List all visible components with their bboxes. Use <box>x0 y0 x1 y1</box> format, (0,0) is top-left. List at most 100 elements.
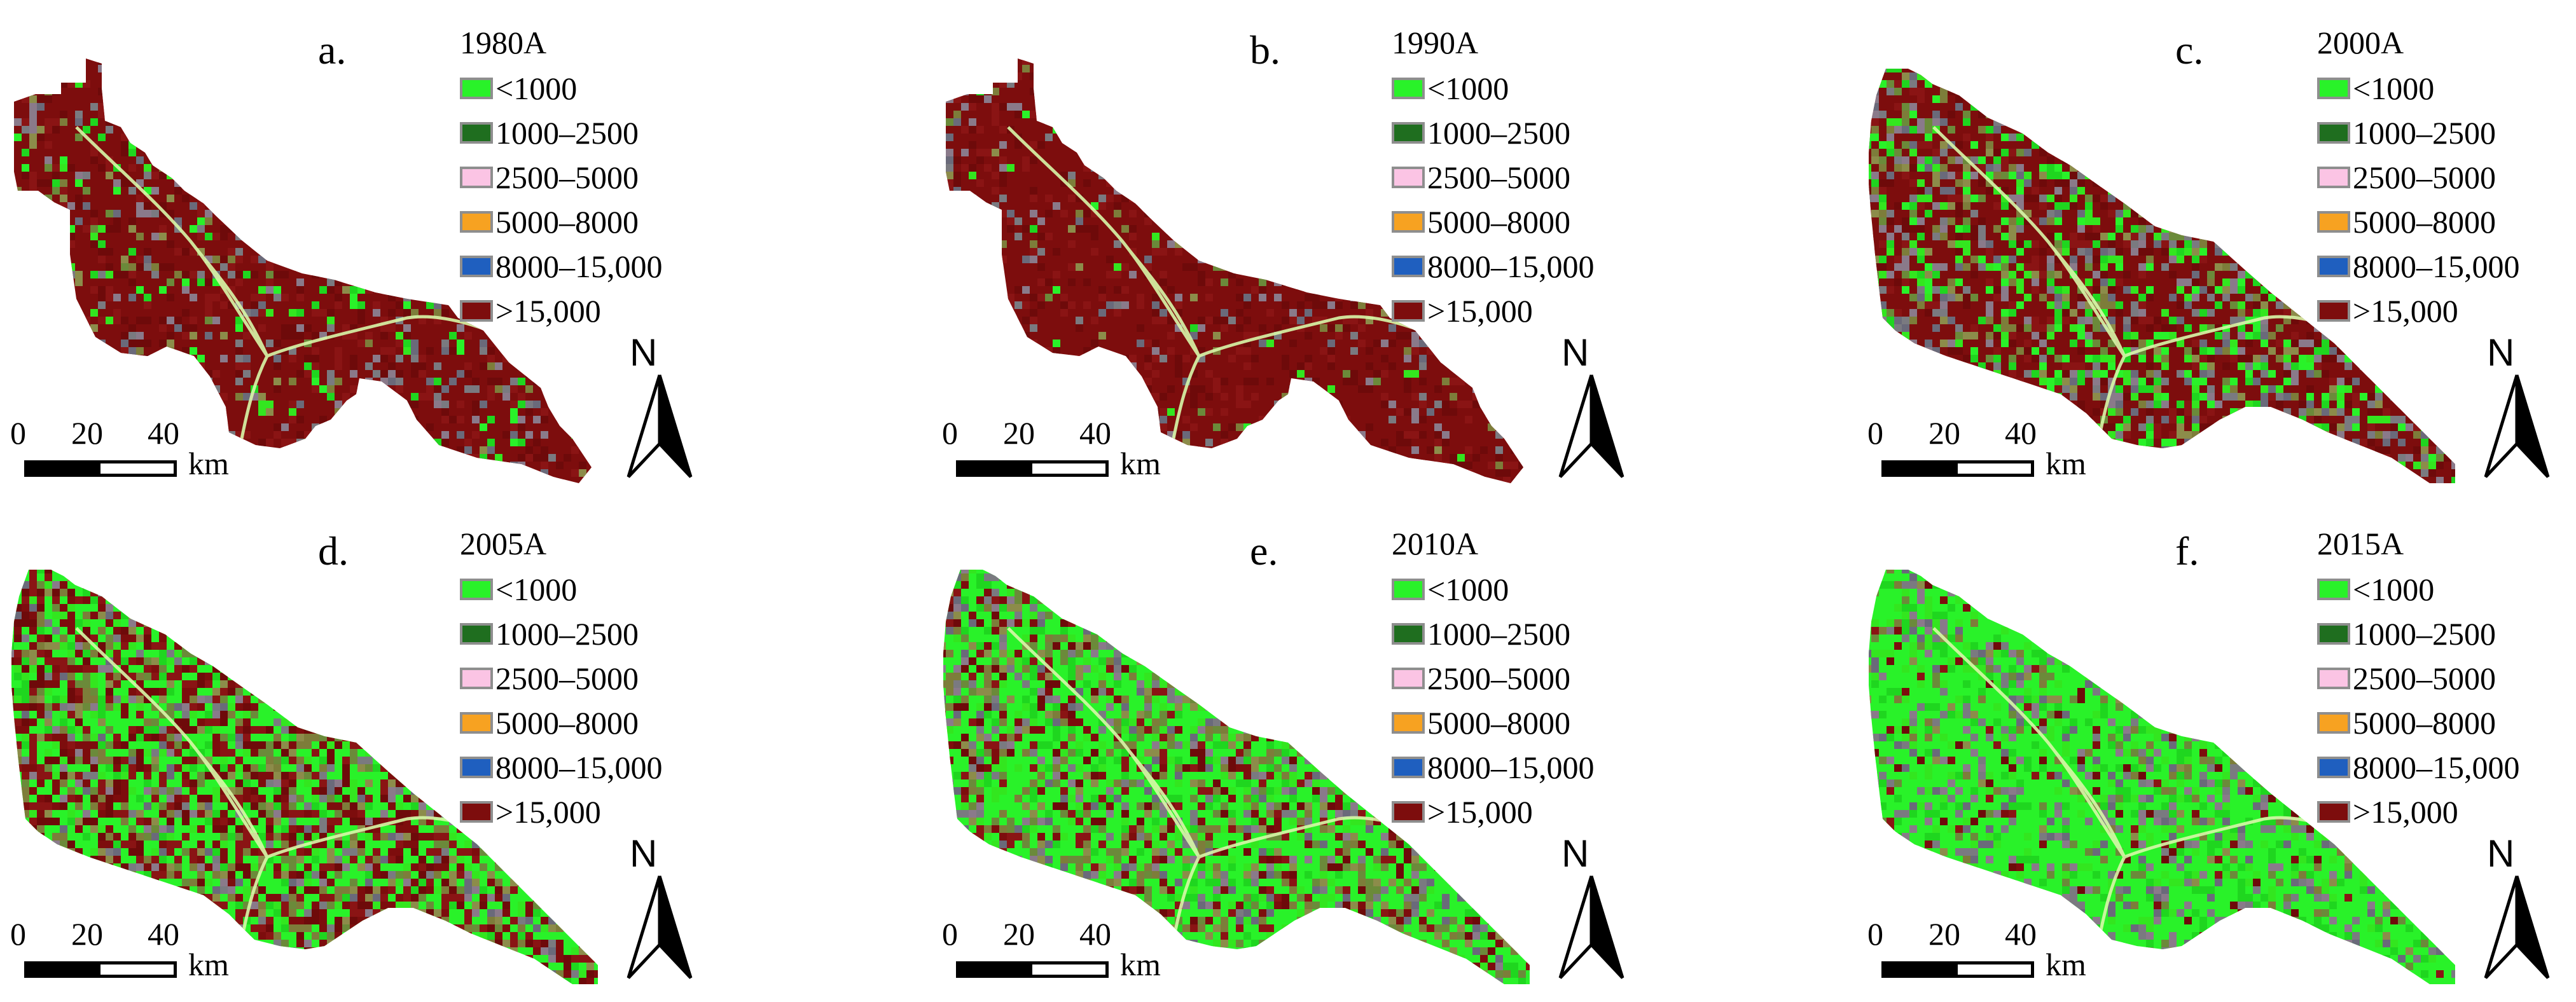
legend-title: 1980A <box>460 25 547 60</box>
region-map <box>1869 69 2455 483</box>
scale-unit: km <box>2046 446 2086 481</box>
legend-label: 1000–2500 <box>495 115 639 151</box>
legend-label: 2500–5000 <box>2353 661 2496 696</box>
legend-item: <1000 <box>1392 567 1595 612</box>
map-panel-b: b. 1990A <1000 1000–2500 2500–5000 5000–800… <box>932 0 1790 501</box>
scale-tick-20: 20 <box>71 415 103 451</box>
scale-tick-20: 20 <box>1003 415 1035 451</box>
legend-swatch <box>1392 801 1425 823</box>
legend-swatch <box>2317 757 2350 778</box>
legend-item: 5000–8000 <box>460 701 663 745</box>
legend-swatch <box>460 78 493 99</box>
river-network <box>75 126 548 439</box>
legend-label: 2500–5000 <box>1427 160 1570 195</box>
legend-label: 5000–8000 <box>2353 705 2496 741</box>
scale-labels: 0 20 40 <box>942 916 1133 954</box>
legend-swatch <box>1392 211 1425 233</box>
legend-label: <1000 <box>2353 572 2435 607</box>
legend-swatch <box>2317 167 2350 188</box>
legend-item: >15,000 <box>1392 289 1595 333</box>
panel-letter: c. <box>2175 27 2204 72</box>
legend-item: <1000 <box>1392 66 1595 111</box>
legend-label: >15,000 <box>495 293 601 329</box>
scale-labels: 0 20 40 <box>10 415 201 453</box>
legend-label: 2500–5000 <box>495 661 639 696</box>
legend-swatch <box>460 122 493 144</box>
legend-swatch <box>460 801 493 823</box>
scale-labels: 0 20 40 <box>10 916 201 954</box>
legend-item: 2500–5000 <box>2317 656 2520 701</box>
scale-labels: 0 20 40 <box>1867 415 2058 453</box>
panel-letter: b. <box>1250 27 1280 72</box>
scale-tick-20: 20 <box>1929 415 1960 451</box>
map-panel-a: a. 1980A <1000 1000–2500 2500–5000 5000–800… <box>0 0 859 501</box>
north-label: N <box>2487 832 2515 875</box>
legend-swatch <box>2317 668 2350 689</box>
scale-tick-0: 0 <box>1867 916 1883 952</box>
legend-swatch <box>2317 78 2350 99</box>
map-panel-f: f. 2015A <1000 1000–2500 2500–5000 5000–800… <box>1857 501 2576 1002</box>
north-label: N <box>630 331 658 374</box>
map-panel-d: d. 2005A <1000 1000–2500 2500–5000 5000–800… <box>0 501 859 1002</box>
scale-unit: km <box>1120 947 1161 982</box>
legend-swatch <box>460 300 493 322</box>
legend-item: 8000–15,000 <box>1392 745 1595 790</box>
legend: <1000 1000–2500 2500–5000 5000–8000 8000–15,… <box>460 567 663 834</box>
map-panel-c: c. 2000A <1000 1000–2500 2500–5000 5000–800… <box>1857 0 2576 501</box>
legend-item: 1000–2500 <box>460 111 663 155</box>
region-map <box>1869 570 2455 984</box>
scale-unit: km <box>188 947 229 982</box>
legend-label: >15,000 <box>495 794 601 830</box>
legend-item: 1000–2500 <box>2317 612 2520 656</box>
scale-bar <box>24 961 177 978</box>
legend: <1000 1000–2500 2500–5000 5000–8000 8000–15,… <box>460 66 663 333</box>
north-arrow-icon <box>1558 875 1624 979</box>
legend-label: 8000–15,000 <box>1427 750 1595 785</box>
legend-item: 8000–15,000 <box>460 745 663 790</box>
legend-swatch <box>460 579 493 600</box>
north-arrow-icon <box>627 374 693 478</box>
legend-item: >15,000 <box>460 289 663 333</box>
legend-label: <1000 <box>1427 572 1509 607</box>
scale-bar <box>1881 961 2034 978</box>
legend-swatch <box>1392 623 1425 645</box>
legend-swatch <box>2317 300 2350 322</box>
legend-swatch <box>2317 712 2350 734</box>
legend-item: 5000–8000 <box>2317 200 2520 244</box>
legend-item: >15,000 <box>2317 790 2520 834</box>
legend-label: 8000–15,000 <box>1427 249 1595 284</box>
legend-swatch <box>1392 712 1425 734</box>
north-arrow-icon <box>627 875 693 979</box>
scale-tick-40: 40 <box>148 415 179 451</box>
north-arrow-icon <box>1558 374 1624 478</box>
scale-tick-0: 0 <box>10 916 26 952</box>
north-arrow-icon <box>2484 875 2550 979</box>
legend-swatch <box>460 712 493 734</box>
legend-item: 1000–2500 <box>2317 111 2520 155</box>
legend-label: <1000 <box>2353 71 2435 106</box>
legend-swatch <box>460 167 493 188</box>
scale-tick-0: 0 <box>10 415 26 451</box>
legend-swatch <box>1392 167 1425 188</box>
legend-title: 2015A <box>2317 526 2404 561</box>
legend-item: 5000–8000 <box>2317 701 2520 745</box>
legend-item: 8000–15,000 <box>460 244 663 289</box>
legend-item: 8000–15,000 <box>2317 244 2520 289</box>
legend-swatch <box>1392 757 1425 778</box>
legend-item: 8000–15,000 <box>2317 745 2520 790</box>
scale-unit: km <box>188 446 229 481</box>
legend-swatch <box>1392 668 1425 689</box>
legend-item: 2500–5000 <box>1392 155 1595 200</box>
panel-letter: d. <box>318 528 349 573</box>
legend: <1000 1000–2500 2500–5000 5000–8000 8000–15,… <box>1392 567 1595 834</box>
scale-tick-20: 20 <box>1929 916 1960 952</box>
legend-title: 2005A <box>460 526 547 561</box>
scale-bar <box>1881 460 2034 477</box>
legend-label: 2500–5000 <box>1427 661 1570 696</box>
legend-swatch <box>1392 78 1425 99</box>
legend: <1000 1000–2500 2500–5000 5000–8000 8000–15,… <box>2317 567 2520 834</box>
region-map <box>14 58 592 483</box>
legend-item: 5000–8000 <box>1392 200 1595 244</box>
north-label: N <box>1562 832 1589 875</box>
legend-item: >15,000 <box>460 790 663 834</box>
